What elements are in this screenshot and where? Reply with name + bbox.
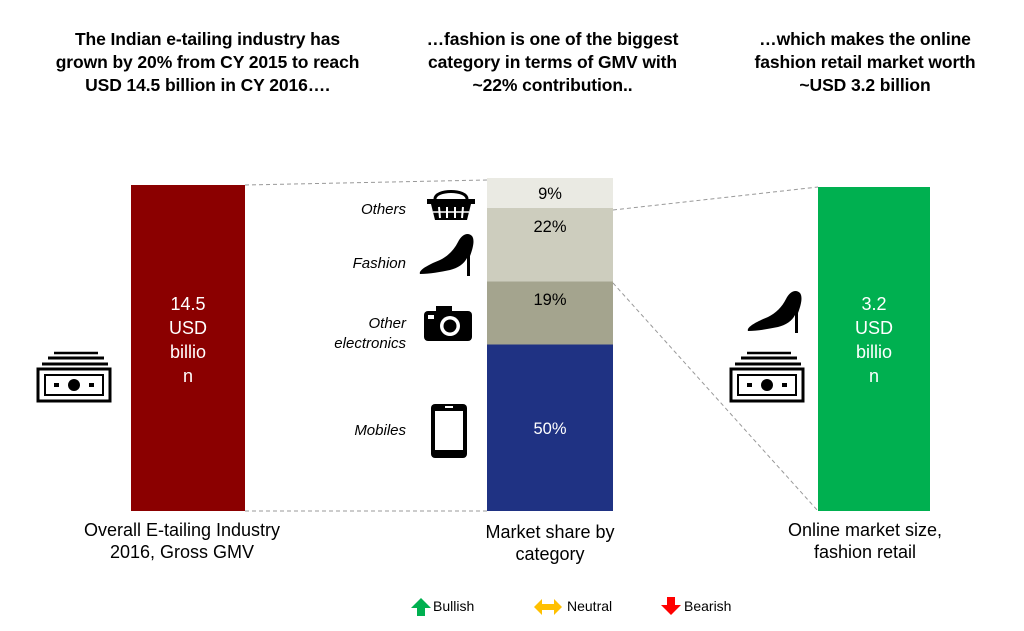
bar-value-label: 14.5 USD billio n [169, 294, 207, 386]
heading-line: ~USD 3.2 billion [799, 75, 931, 95]
legend-item-bearish: Bearish [662, 598, 731, 614]
bar-label-line: USD [855, 318, 893, 338]
bar-label-line: USD [169, 318, 207, 338]
connector-line [244, 179, 488, 186]
caption-line: category [515, 544, 585, 564]
bar-label-line: 14.5 [170, 294, 205, 314]
segment-value-label: 50% [533, 420, 566, 438]
bar-label-line: n [869, 366, 879, 386]
segment-fashion [487, 207, 613, 282]
legend-label: Bearish [684, 598, 732, 614]
heading-line: grown by 20% from CY 2015 to reach [55, 52, 360, 72]
caption-line: Overall E-tailing Industry [83, 520, 281, 540]
segment-value-label: 19% [533, 291, 566, 309]
heading-fashion-share: …fashion is one of the biggest category … [400, 28, 705, 97]
segment-value-label: 9% [538, 185, 562, 203]
down-arrow-icon [661, 597, 681, 615]
connector-line [612, 282, 819, 512]
up-arrow-icon [411, 598, 431, 616]
category-label: Other [368, 315, 407, 332]
category-labels: Others Fashion Other electronics Mobiles [334, 201, 407, 439]
legend-item-bullish: Bullish [411, 598, 474, 614]
segment-others [487, 178, 613, 208]
money-icon [36, 351, 112, 403]
shopping-basket-icon [427, 190, 475, 220]
heading-line: The Indian e-tailing industry has [74, 29, 341, 49]
high-heel-shoe-icon [419, 234, 474, 276]
bar-label-line: billio [856, 342, 892, 362]
mobile-phone-icon [431, 404, 467, 458]
connector-line [612, 186, 819, 211]
caption-line: fashion retail [813, 542, 917, 562]
high-heel-shoe-icon [747, 291, 802, 333]
heading-line: USD 14.5 billion in CY 2016…. [85, 75, 330, 95]
legend-label: Bullish [433, 598, 475, 614]
heading-line: category in terms of GMV with [428, 52, 677, 72]
legend-label: Neutral [567, 598, 613, 614]
heading-line: …which makes the online [759, 29, 971, 49]
heading-line: ~22% contribution.. [472, 75, 633, 95]
caption-market-share: Market share by category [455, 521, 645, 565]
caption-overall-etailing: Overall E-tailing Industry 2016, Gross G… [62, 519, 302, 563]
caption-line: Market share by [485, 522, 615, 542]
camera-icon [424, 306, 472, 341]
bar-label-line: n [183, 366, 193, 386]
bar-label-line: 3.2 [861, 294, 886, 314]
bar-overall-etailing [131, 185, 245, 511]
segment-value-label: 22% [533, 218, 566, 236]
segment-other-electronics [487, 281, 613, 345]
category-label: Fashion [353, 255, 406, 272]
caption-fashion-retail: Online market size, fashion retail [755, 519, 975, 563]
caption-line: 2016, Gross GMV [109, 542, 255, 562]
caption-line: Online market size, [787, 520, 943, 540]
heading-fashion-market: …which makes the online fashion retail m… [725, 28, 1005, 97]
money-icon [729, 351, 805, 403]
segment-mobiles [487, 344, 613, 511]
heading-line: …fashion is one of the biggest [426, 29, 679, 49]
left-right-arrow-icon [534, 599, 562, 615]
legend-item-neutral: Neutral [535, 598, 612, 614]
bar-fashion-retail [818, 187, 930, 511]
bar-label-line: billio [170, 342, 206, 362]
heading-industry-growth: The Indian e-tailing industry has grown … [20, 28, 395, 97]
category-label: Others [361, 201, 407, 218]
heading-line: fashion retail market worth [754, 52, 976, 72]
category-label: electronics [334, 335, 406, 352]
category-label: Mobiles [354, 422, 406, 439]
stacked-bar-market-share: 50% 19% 22% 9% [487, 178, 613, 511]
bar-value-label: 3.2 USD billio n [855, 294, 893, 386]
